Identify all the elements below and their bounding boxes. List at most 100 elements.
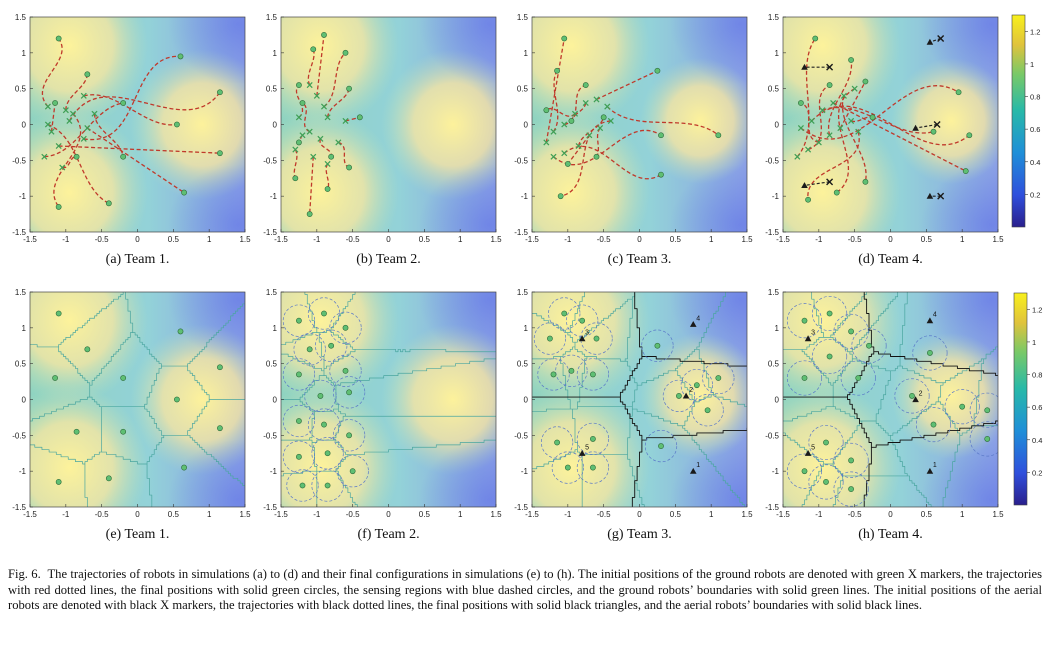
x-tick-label: 1 xyxy=(458,235,463,244)
x-tick-label: -1 xyxy=(62,510,70,519)
ground-final-marker xyxy=(55,204,62,210)
ground-final-marker xyxy=(296,82,302,88)
aerial-final-marker xyxy=(682,392,690,399)
y-tick-label: 0.5 xyxy=(266,85,278,94)
ground-final-marker xyxy=(862,78,869,85)
ground-final-marker xyxy=(554,439,560,446)
ground-final-marker xyxy=(554,67,560,74)
subfigure-f xyxy=(280,291,497,508)
ground-trajectory xyxy=(811,105,970,146)
ground-trajectory xyxy=(807,131,860,200)
sensing-region-circle xyxy=(336,455,369,488)
x-tick-label: 1.5 xyxy=(239,235,251,244)
ground-final-marker xyxy=(177,53,184,60)
ground-final-marker xyxy=(217,89,223,96)
ground-trajectory xyxy=(839,81,866,129)
ground-final-marker xyxy=(590,464,596,471)
ground-final-marker xyxy=(693,382,700,389)
ground-final-marker xyxy=(310,46,317,53)
aerial-robot-label: 3 xyxy=(585,330,589,337)
ground-final-marker xyxy=(801,468,808,475)
ground-final-marker xyxy=(855,375,862,381)
ground-start-marker xyxy=(310,153,317,160)
ground-final-marker xyxy=(966,132,973,139)
sensing-region-circle xyxy=(576,451,610,484)
ground-final-marker xyxy=(120,428,127,435)
colorbar-tick-label: 1.2 xyxy=(1030,27,1040,36)
ground-start-marker xyxy=(855,128,862,135)
y-tick-label: 0 xyxy=(524,396,529,405)
aerial-final-marker xyxy=(926,38,934,45)
y-tick-label: -0.5 xyxy=(514,156,528,165)
sensing-region-circle xyxy=(548,297,581,330)
y-tick-label: -1 xyxy=(19,467,27,476)
x-tick-label: -1.5 xyxy=(23,235,37,244)
sensing-region-circle xyxy=(812,338,848,375)
ground-final-marker xyxy=(174,396,180,403)
x-tick-label: -1 xyxy=(815,510,823,519)
ground-final-marker xyxy=(561,310,568,317)
ground-start-marker xyxy=(44,121,51,128)
y-tick-label: 0.5 xyxy=(266,360,278,369)
colorbar-tick-label: 0.4 xyxy=(1032,436,1042,445)
ground-final-marker xyxy=(217,425,223,432)
y-tick-label: 1 xyxy=(273,324,278,333)
y-tick-label: 0.5 xyxy=(768,85,780,94)
y-tick-label: 1 xyxy=(524,49,529,58)
figure-caption: Fig. 6. The trajectories of robots in si… xyxy=(8,567,1042,614)
ground-final-marker xyxy=(84,71,91,78)
ground-trajectory xyxy=(58,145,220,154)
ground-final-marker xyxy=(342,49,349,56)
ground-final-marker xyxy=(324,186,331,192)
y-tick-label: 0.5 xyxy=(15,360,27,369)
ground-final-marker xyxy=(833,189,840,196)
y-tick-label: 1.5 xyxy=(517,13,529,22)
subfigure-caption-h: (h) Team 4. xyxy=(858,527,922,542)
sensing-region-circle xyxy=(833,442,869,478)
ground-start-marker xyxy=(66,117,73,124)
aerial-robot-label: 5 xyxy=(585,444,589,451)
ground-start-marker xyxy=(335,139,342,146)
ground-start-marker xyxy=(561,121,568,128)
x-tick-label: 1 xyxy=(709,510,714,519)
aerial-final-marker xyxy=(804,335,812,342)
ground-final-marker xyxy=(826,82,833,88)
ground-start-marker xyxy=(561,150,568,157)
ground-final-marker xyxy=(557,193,564,200)
y-tick-label: -0.5 xyxy=(12,156,26,165)
sensing-region-circle xyxy=(912,335,948,371)
sensing-region-circle xyxy=(786,453,823,489)
x-tick-label: 1.5 xyxy=(992,235,1004,244)
ground-trajectory xyxy=(800,102,820,144)
ground-final-marker xyxy=(55,35,62,42)
aerial-final-marker xyxy=(578,335,586,342)
aerial-robot-label: 1 xyxy=(933,462,937,469)
ground-trajectory xyxy=(307,49,315,86)
ground-final-marker xyxy=(324,482,331,489)
ground-start-marker xyxy=(292,146,299,153)
ground-start-marker xyxy=(543,139,550,146)
y-tick-label: 1 xyxy=(22,324,27,333)
aerial-final-marker xyxy=(926,467,934,474)
ground-final-marker xyxy=(73,153,80,160)
ground-start-marker xyxy=(586,132,593,139)
ground-start-marker xyxy=(342,117,349,124)
y-tick-label: 1.5 xyxy=(266,13,278,22)
ground-start-marker xyxy=(44,103,51,110)
sensing-region-circle xyxy=(311,437,344,470)
ground-trajectory xyxy=(606,106,719,136)
ground-final-marker xyxy=(955,89,962,96)
subfigure-caption-f: (f) Team 2. xyxy=(357,527,419,542)
x-tick-label: -0.5 xyxy=(848,510,862,519)
sensing-region-circle xyxy=(540,426,574,459)
y-tick-label: 0 xyxy=(273,396,278,405)
ground-final-marker xyxy=(658,171,664,178)
x-tick-label: -1.5 xyxy=(274,235,288,244)
ground-start-marker xyxy=(808,117,815,124)
ground-trajectory xyxy=(65,74,88,111)
ground-final-marker xyxy=(120,153,127,160)
ground-final-marker xyxy=(328,153,335,160)
y-tick-label: 1.5 xyxy=(768,288,780,297)
ground-final-marker xyxy=(590,371,596,378)
ground-start-marker xyxy=(550,153,557,160)
